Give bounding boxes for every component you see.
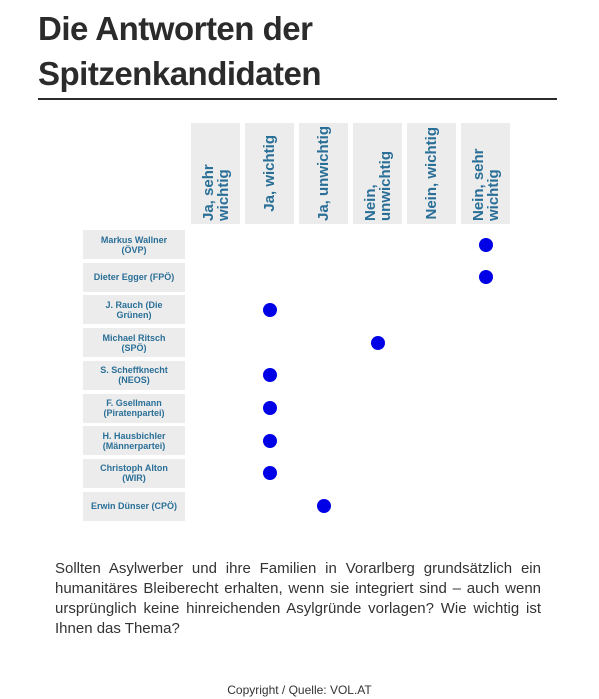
column-header: Ja, sehr wichtig [191, 123, 240, 224]
column-header: Nein, sehr wichtig [461, 123, 510, 224]
row-label: S. Scheffknecht (NEOS) [83, 360, 185, 390]
answer-dot [478, 237, 493, 252]
answer-dot [316, 499, 331, 514]
column-header: Nein, wichtig [407, 123, 456, 224]
column-header: Ja, unwichtig [299, 123, 348, 224]
answer-dot [262, 433, 277, 448]
row-label: Erwin Dünser (CPÖ) [83, 491, 185, 521]
row-label: Michael Ritsch (SPÖ) [83, 328, 185, 358]
title: Die Antworten der Spitzenkandidaten [38, 10, 322, 92]
row-label: H. Hausbichler (Männerpartei) [83, 426, 185, 456]
footer: Copyright / Quelle: VOL.AT [227, 683, 372, 697]
question: Sollten Asylwerber und ihre Familien in … [55, 560, 541, 637]
column-label: Nein, sehr wichtig [469, 148, 502, 221]
answer-dot [262, 368, 277, 383]
column-label: Ja, wichtig [261, 135, 278, 212]
row-label: Markus Wallner (ÖVP) [83, 230, 185, 259]
answer-dot [478, 270, 493, 285]
column-label: Ja, unwichtig [315, 125, 332, 221]
column-label: Nein, unwichtig [361, 151, 394, 221]
answer-dot [370, 335, 385, 350]
row-label: J. Rauch (Die Grünen) [83, 295, 185, 325]
column-label: Nein, wichtig [423, 127, 440, 220]
answer-dot [262, 466, 277, 481]
column-header: Nein, unwichtig [353, 123, 402, 224]
answer-dot [262, 401, 277, 415]
column-label: Ja, sehr wichtig [199, 164, 232, 221]
row-label: F. Gsellmann (Piratenpartei) [83, 393, 185, 423]
title-rule [38, 98, 557, 100]
answer-dot [262, 302, 277, 317]
row-label: Dieter Egger (FPÖ) [83, 262, 185, 292]
row-label: Christoph Alton (WIR) [83, 458, 185, 488]
column-header: Ja, wichtig [245, 123, 294, 224]
